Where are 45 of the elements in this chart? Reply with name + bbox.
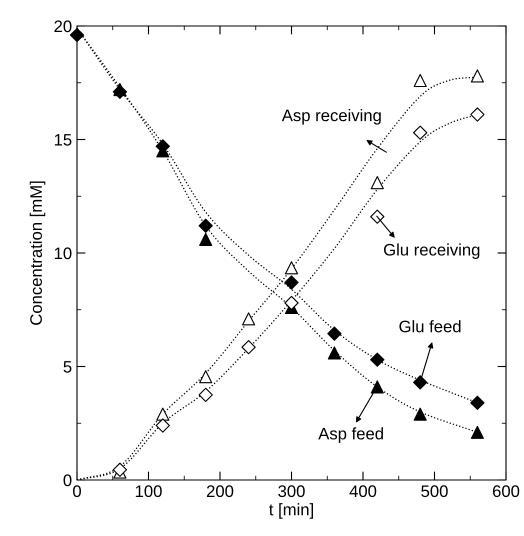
point: [413, 126, 428, 140]
x-axis-title: t [min]: [269, 503, 313, 519]
point: [242, 312, 256, 326]
y-tick-label: 10: [54, 247, 72, 260]
x-tick-label: 100: [136, 485, 162, 498]
point: [413, 375, 428, 390]
point: [156, 418, 170, 433]
point: [470, 107, 485, 122]
point: [113, 82, 126, 96]
y-axis-title: Concentration [mM]: [30, 181, 46, 325]
y-tick-label: 20: [54, 20, 72, 32]
annotation: Glu feed: [399, 320, 460, 332]
x-tick-label: 0: [73, 485, 81, 498]
point: [156, 408, 170, 421]
point: [414, 408, 427, 421]
point: [327, 326, 342, 341]
point: [198, 388, 213, 402]
point: [370, 176, 384, 190]
point: [284, 296, 299, 310]
annotation: Asp receiving: [282, 109, 381, 125]
point: [370, 352, 384, 367]
point: [470, 69, 484, 83]
point: [199, 232, 212, 246]
annotation: Asp feed: [318, 427, 383, 443]
y-tick-label: 5: [64, 361, 72, 373]
point: [284, 275, 299, 290]
x-tick-label: 500: [421, 485, 448, 498]
point: [370, 380, 384, 394]
point: [470, 396, 485, 410]
y-tick-label: 15: [54, 134, 72, 146]
point: [241, 340, 256, 354]
x-tick-label: 200: [206, 485, 234, 498]
x-tick-label: 300: [278, 485, 305, 498]
point: [470, 426, 484, 439]
x-tick-label: 600: [492, 485, 520, 498]
point: [199, 370, 212, 384]
point: [112, 462, 128, 477]
x-tick-label: 400: [349, 485, 376, 498]
y-tick-label: 0: [64, 474, 72, 486]
annotation: Glu receiving: [384, 243, 480, 259]
point: [198, 218, 213, 233]
point: [414, 74, 427, 88]
point: [370, 210, 384, 224]
point: [284, 261, 298, 274]
point: [328, 346, 341, 360]
